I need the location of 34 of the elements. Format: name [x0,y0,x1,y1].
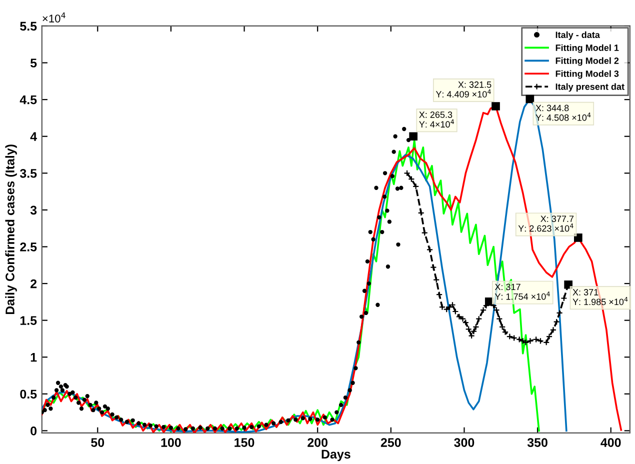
legend-label: Fitting Model 3 [556,70,619,79]
legend-label: Fitting Model 1 [556,44,619,53]
y-tick-label: 1 [30,353,37,362]
x-tick-label: 150 [234,438,254,447]
annotation: X: 344.8 Y: 4.508 ×10$^{4}$ [536,104,591,121]
legend-label: Italy present dat [556,83,624,92]
y-tick-label: 4.5 [20,96,37,104]
x-tick-label: 100 [161,438,181,447]
y-tick-label: 0 [30,426,37,436]
annotation: X: 317 Y: 1.754 ×10$^{4}$ [494,284,550,300]
annotation: X: 371 Y: 1.985 ×10$^{4}$ [572,289,628,306]
x-tick-label: 300 [454,438,474,447]
y-axis-title: Daily Confirmed cases (Italy) [5,144,17,314]
y-tick-label: 1.5 [20,316,37,325]
y-tick-label: 3 [30,206,37,215]
legend-label: Italy - data [556,31,600,40]
annotation: X: 377.7 Y: 2.623 ×10$^{4}$ [518,216,574,232]
y-tick-label: 2 [30,279,37,288]
x-tick-label: 250 [380,438,401,447]
x-tick-label: 400 [600,438,621,447]
x-axis-title: Days [322,450,350,462]
y-tick-label: 3.5 [20,168,37,178]
x-tick-label: 200 [308,438,328,447]
y-tick-label: 4 [30,132,37,141]
x-tick-label: 350 [527,438,548,447]
annotation: X: 321.5 Y: 4.409 ×10$^{4}$ [436,81,492,98]
legend-label: Fitting Model 2 [556,57,619,66]
annotation: X: 265.3 Y: 4×10$^{4}$ [419,112,454,128]
text: ×10$^{4}$ [42,12,66,22]
y-tick-label: 5.5 [20,22,37,31]
y-tick-label: 5 [30,58,37,68]
y-tick-label: 0.5 [20,390,37,399]
x-tick-label: 50 [91,438,104,447]
y-tick-label: 2.5 [20,242,37,252]
